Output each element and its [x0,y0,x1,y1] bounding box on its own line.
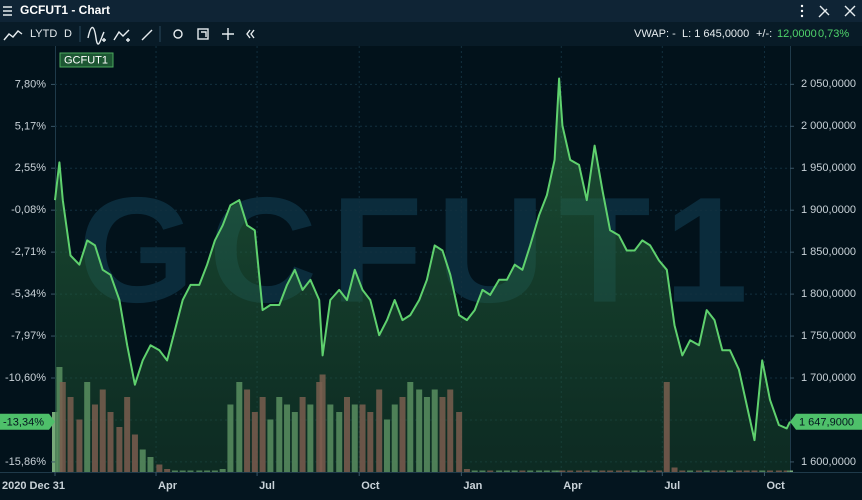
close-button[interactable] [844,5,856,17]
x-tick-label: Jul [259,480,275,492]
layout-button[interactable] [197,28,209,40]
settings-button[interactable] [173,29,183,39]
price-area [55,78,790,472]
y2-tick-label: -0,08% [11,204,46,216]
change-label: +/-: [756,28,772,40]
x-tick-label: Jul [664,480,680,492]
x-tick-label: Apr [158,480,178,492]
pin-button[interactable] [818,5,830,18]
y2-tick-label: 2,55% [15,162,46,174]
x-tick-label: Apr [563,480,583,492]
y-tick-label: 1 600,0000 [801,456,856,468]
last-pct-marker [0,413,55,430]
y-tick-label: 1 950,0000 [801,162,856,174]
last-price: L: 1 645,0000 [682,28,749,40]
indicator-button[interactable] [87,26,106,45]
title-bar [0,0,862,22]
price-line [54,77,791,442]
y-tick-label: 2 050,0000 [801,78,856,90]
y-tick-label: 1 900,0000 [801,204,856,216]
last-price-marker [790,413,862,430]
change: 12,0000 [777,28,817,40]
x-tick-label: Oct [766,480,785,492]
y-tick-label: 2 000,0000 [801,120,856,132]
vwap: VWAP: - [634,28,676,40]
draw-button[interactable] [141,29,153,41]
overlay-button[interactable] [113,29,130,42]
more-button[interactable] [800,4,804,18]
range-button[interactable]: LYTD [30,28,57,40]
y2-tick-label: 5,17% [15,120,46,132]
y2-tick-label: -15,86% [5,456,46,468]
y2-tick-label: 7,80% [15,78,46,90]
menu-button[interactable] [3,6,12,16]
x-tick-label: Oct [361,480,380,492]
last-price-label: 1 647,9000 [799,417,854,429]
interval-button[interactable]: D [64,28,72,40]
toolbar [0,22,862,46]
chart-style-button[interactable] [3,30,23,41]
crosshair-button[interactable] [222,28,234,40]
legend-entry: GCFUT1 [64,54,108,66]
collapse-button[interactable] [246,29,255,39]
y-tick-label: 1 700,0000 [801,372,856,384]
y-tick-label: 1 750,0000 [801,330,856,342]
x-axis-band [0,472,862,500]
change-pct: 0,73% [818,28,849,40]
x-tick-label: 2020 Dec 31 [2,480,65,492]
legend-box [59,52,114,68]
last-pct-label: -13,34% [3,417,44,429]
y2-tick-label: -10,60% [5,372,46,384]
y-tick-label: 1 850,0000 [801,246,856,258]
y2-tick-label: -7,97% [11,330,46,342]
x-tick-label: Jan [463,480,482,492]
y2-tick-label: -5,34% [11,288,46,300]
y2-tick-label: -2,71% [11,246,46,258]
window-title: GCFUT1 - Chart [20,3,110,17]
y-tick-label: 1 800,0000 [801,288,856,300]
